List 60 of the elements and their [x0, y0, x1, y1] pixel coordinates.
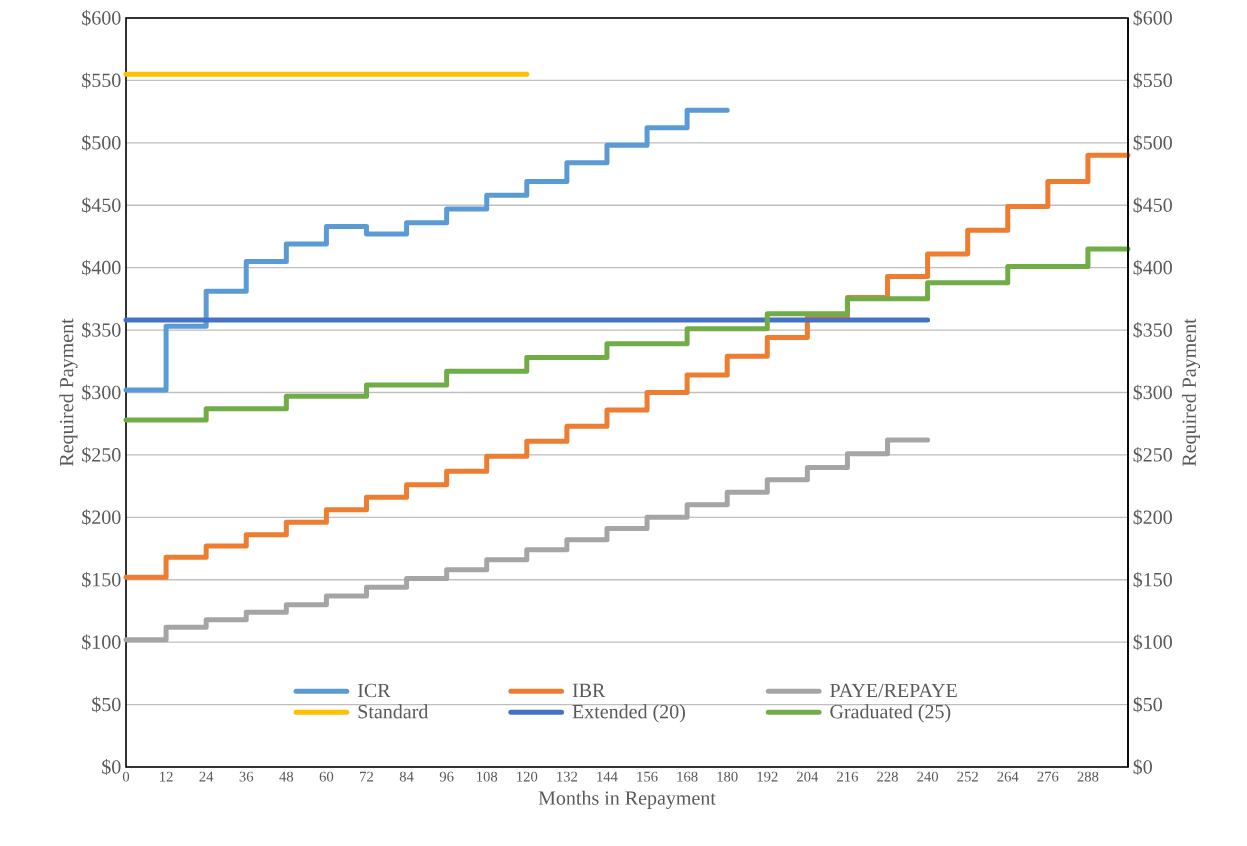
y-tick-label: $350: [82, 322, 121, 339]
y-tick-label: $200: [82, 509, 121, 526]
y2-tick-label: $350: [1133, 322, 1172, 339]
y-tick-label: $400: [82, 259, 121, 276]
x-tick-label: 24: [199, 771, 214, 782]
y2-tick-label: $0: [1133, 758, 1152, 775]
y-tick-label: $150: [82, 571, 121, 588]
x-tick-label: 252: [957, 771, 978, 782]
x-tick-label: 120: [517, 771, 538, 782]
x-tick-label: 96: [439, 771, 454, 782]
x-axis-title: Months in Repayment: [538, 790, 716, 809]
x-tick-label: 204: [797, 771, 819, 782]
y2-tick-label: $300: [1133, 384, 1172, 401]
x-tick-label: 264: [997, 771, 1019, 782]
x-tick-label: 36: [239, 771, 254, 782]
y-tick-label: $250: [82, 446, 121, 463]
x-tick-label: 108: [477, 771, 498, 782]
y-axis-title: Required Payment: [59, 318, 78, 467]
x-tick-label: 156: [637, 771, 658, 782]
y2-tick-label: $450: [1133, 197, 1172, 214]
x-tick-label: 0: [122, 771, 130, 782]
y-tick-label: $450: [82, 197, 121, 214]
x-tick-label: 144: [597, 771, 618, 782]
legend-label: Graduated (25): [830, 704, 951, 723]
y2-tick-label: $550: [1133, 72, 1172, 89]
legend-label: PAYE/REPAYE: [830, 683, 957, 698]
y-tick-label: $500: [82, 134, 121, 151]
y-tick-label: $300: [82, 384, 121, 401]
x-tick-label: 12: [160, 771, 173, 782]
y2-tick-label: $250: [1133, 446, 1172, 463]
y2-tick-label: $500: [1133, 134, 1172, 151]
legend-label: Extended (20): [572, 704, 685, 723]
x-tick-label: 216: [837, 771, 859, 782]
x-tick-label: 192: [757, 771, 778, 782]
y-tick-label: $0: [102, 759, 121, 775]
y2-tick-label: $200: [1133, 509, 1172, 526]
x-tick-label: 132: [557, 771, 578, 782]
x-tick-label: 72: [360, 771, 374, 782]
y-tick-label: $600: [82, 10, 121, 26]
x-tick-label: 48: [279, 771, 294, 782]
y2-axis-title: Required Payment: [1181, 318, 1201, 467]
x-tick-label: 60: [319, 771, 334, 782]
x-tick-label: 240: [917, 771, 939, 782]
y2-tick-label: $150: [1133, 571, 1172, 588]
x-tick-label: 288: [1077, 771, 1099, 782]
y2-tick-label: $600: [1133, 10, 1172, 26]
y2-tick-label: $100: [1133, 634, 1172, 651]
x-tick-label: 276: [1037, 771, 1059, 782]
legend-label: IBR: [572, 683, 606, 697]
x-tick-label: 228: [877, 771, 898, 782]
y2-tick-label: $400: [1133, 259, 1172, 276]
x-tick-label: 84: [399, 771, 414, 782]
y-tick-label: $50: [92, 696, 121, 713]
legend-label: ICR: [357, 683, 391, 698]
y2-tick-label: $50: [1133, 696, 1162, 713]
x-tick-label: 180: [717, 771, 738, 782]
legend-label: Standard: [358, 704, 429, 719]
y-tick-label: $550: [82, 72, 121, 89]
x-tick-label: 168: [677, 771, 698, 782]
y-tick-label: $100: [82, 634, 121, 651]
